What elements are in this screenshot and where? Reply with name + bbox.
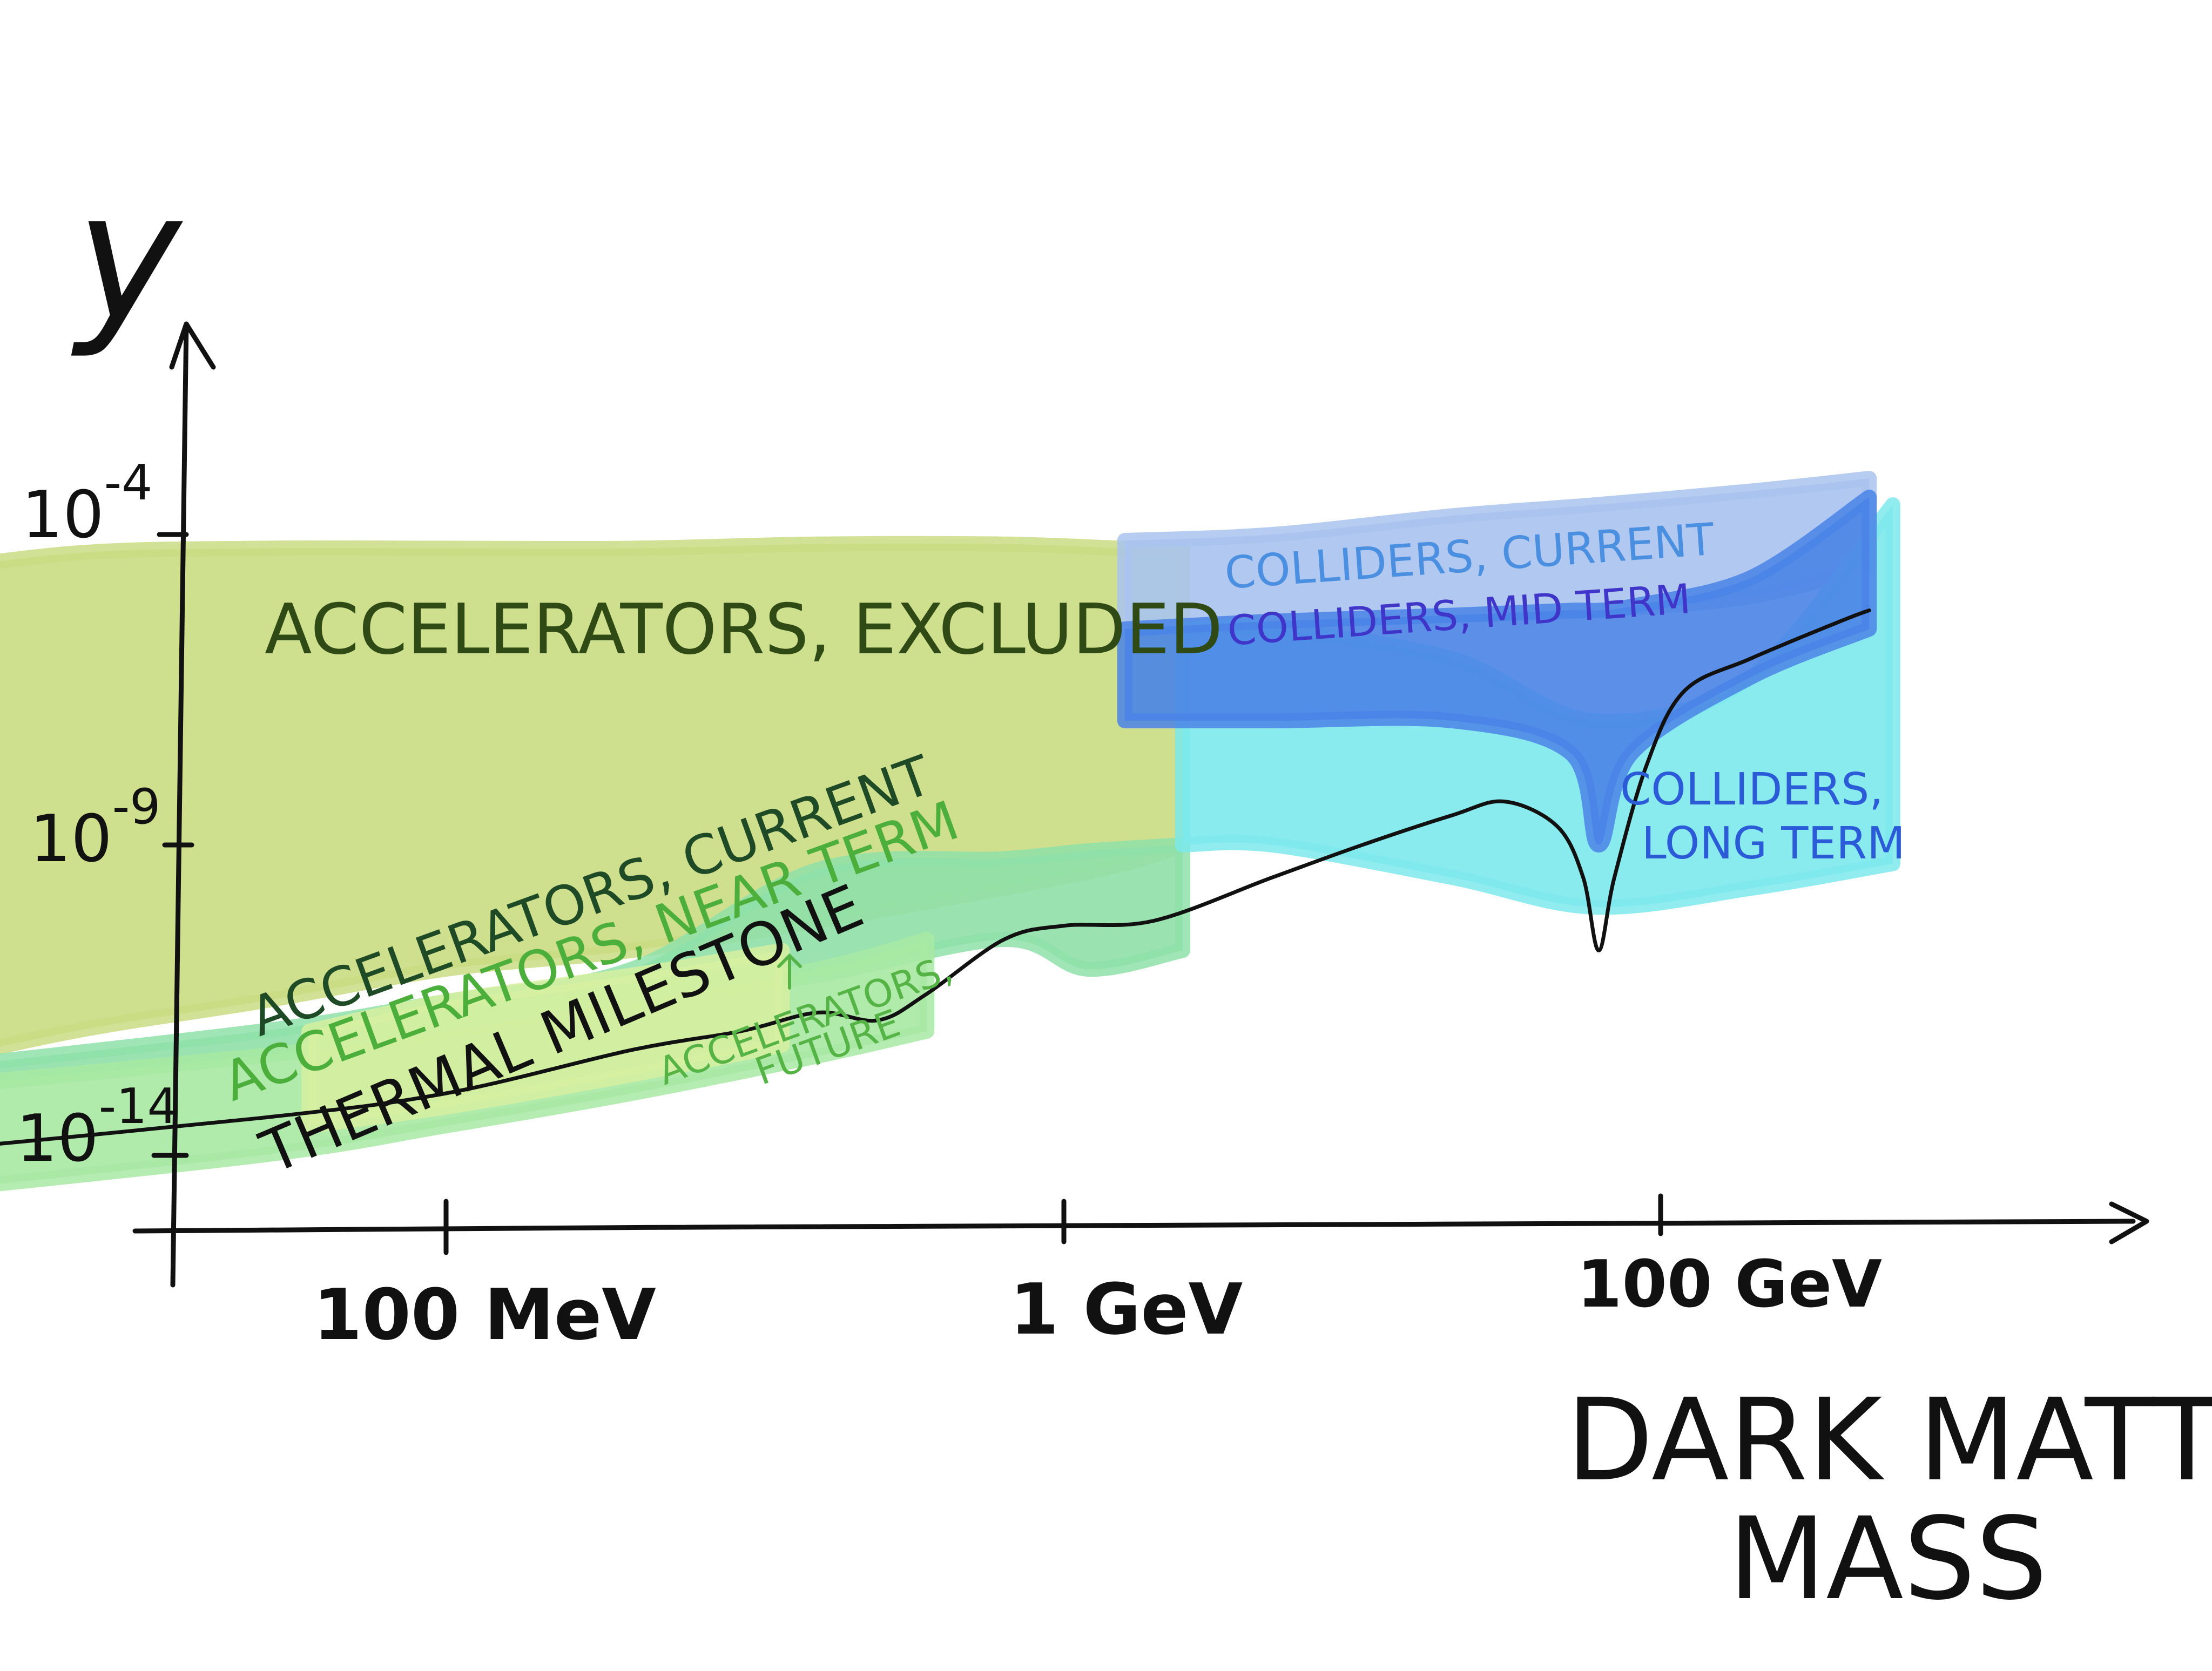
y-tick-label-1e-4: 10-4 [22, 455, 152, 553]
y-tick-labels: 10-4 10-9 10-14 [16, 455, 178, 1176]
x-tick-label-100mev: 100 MeV [313, 1274, 656, 1356]
label-colliders-long-term-line-1: COLLIDERS, [1620, 764, 1883, 815]
x-axis-arrowhead [2109, 1201, 2149, 1244]
x-tick-label-100gev: 100 GeV [1577, 1247, 1882, 1322]
x-axis-label-line-1: DARK MATTER [1566, 1374, 2212, 1506]
x-axis-line [132, 1219, 2136, 1234]
future-arrow-icon [777, 953, 802, 990]
x-tick-labels: 100 MeV 1 GeV 100 GeV [313, 1247, 1882, 1356]
y-tick-label-1e-14: 10-14 [16, 1078, 178, 1176]
region-colliders-mid-term [1117, 489, 1877, 853]
x-tick-label-1gev: 1 GeV [1010, 1268, 1243, 1350]
x-axis-label-line-2: MASS [1728, 1493, 2047, 1625]
y-axis-label: y [70, 153, 184, 361]
x-axis-label: DARK MATTER MASS [1566, 1374, 2212, 1625]
region-accelerators-future [301, 943, 790, 1134]
axes [132, 321, 2149, 1288]
y-axis-arrowhead [169, 321, 216, 370]
label-colliders-long-term-line-2: LONG TERM [1642, 818, 1905, 869]
y-axis-line [170, 321, 189, 1288]
y-tick-label-1e-9: 10-9 [30, 779, 160, 877]
thermal-milestone-line [0, 608, 1871, 1146]
label-accelerators-excluded: ACCELERATORS, EXCLUDED [265, 590, 1223, 670]
